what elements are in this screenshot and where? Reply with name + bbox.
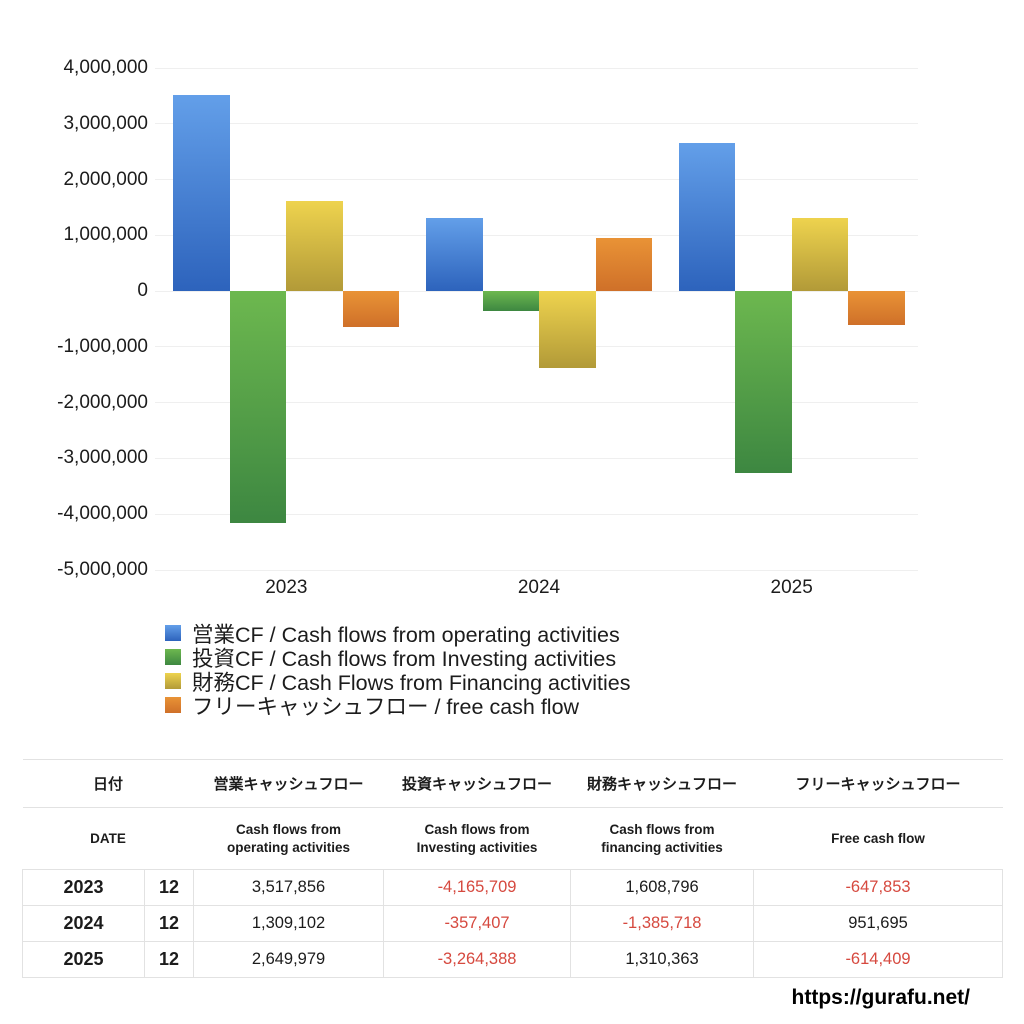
bar-investing-2025 <box>735 291 792 474</box>
legend-label-investing: 投資CF / Cash flows from Investing activit… <box>192 646 617 671</box>
table-row: 2023 12 3,517,856 -4,165,709 1,608,796 -… <box>22 869 1004 906</box>
table-row: 2025 12 2,649,979 -3,264,388 1,310,363 -… <box>22 941 1004 978</box>
gridline <box>155 123 918 125</box>
cell-financing: -1,385,718 <box>570 905 755 942</box>
bar-financing-2023 <box>286 201 343 292</box>
legend-item-free-cash-flow: フリーキャッシュフロー / free cash flow <box>165 693 630 719</box>
financing-color-swatch-icon <box>165 673 181 689</box>
y-axis-tick-label: 1,000,000 <box>63 224 148 246</box>
x-axis-tick-label: 2023 <box>265 577 308 598</box>
cell-fcf: -647,853 <box>753 869 1004 906</box>
cell-month: 12 <box>143 905 195 942</box>
y-axis-tick-label: -4,000,000 <box>57 503 148 525</box>
cell-financing: 1,310,363 <box>570 941 755 978</box>
cashflow-bar-chart: 4,000,000 3,000,000 2,000,000 1,000,000 0 -1,… <box>57 57 918 598</box>
legend-item-financing: 財務CF / Cash Flows from Financing activit… <box>165 669 630 695</box>
header-financing-en: Cash flows from financing activities <box>570 807 754 870</box>
bar-free-cash-flow-2023 <box>342 291 400 328</box>
bar-free-cash-flow-2024 <box>595 238 652 292</box>
cell-fcf: 951,695 <box>753 905 1004 942</box>
bar-investing-2023 <box>229 291 287 524</box>
free-cash-flow-color-swatch-icon <box>165 697 181 713</box>
y-axis-tick-label: 2,000,000 <box>63 168 148 190</box>
cell-operating: 3,517,856 <box>193 869 385 906</box>
cell-operating: 1,309,102 <box>193 905 385 942</box>
x-axis-tick-label: 2024 <box>517 577 561 598</box>
investing-color-swatch-icon <box>165 649 181 665</box>
gridline <box>155 402 918 404</box>
gridline <box>155 346 918 348</box>
header-operating-jp: 営業キャッシュフロー <box>193 759 384 808</box>
legend-label-financing: 財務CF / Cash Flows from Financing activit… <box>192 670 631 695</box>
y-axis-tick-label: 3,000,000 <box>63 112 148 134</box>
plot-area <box>155 67 918 571</box>
header-investing-en: Cash flows from Investing activities <box>383 807 571 870</box>
header-investing-jp: 投資キャッシュフロー <box>383 759 571 808</box>
gridline <box>155 179 918 181</box>
legend-item-operating: 営業CF / Cash flows from operating activit… <box>165 621 630 647</box>
y-axis-tick-label: 0 <box>137 280 148 302</box>
gridline <box>155 569 918 571</box>
bar-operating-2025 <box>678 143 736 292</box>
x-axis-tick-label: 2025 <box>770 577 813 598</box>
header-date-en: DATE <box>22 807 194 870</box>
y-axis-tick-label: -3,000,000 <box>57 447 148 469</box>
legend-label-operating: 営業CF / Cash flows from operating activit… <box>192 622 620 647</box>
cashflow-table: 日付 営業キャッシュフロー 投資キャッシュフロー 財務キャッシュフロー フリーキ… <box>22 759 1004 978</box>
header-fcf-en: Free cash flow <box>753 807 1003 870</box>
bar-free-cash-flow-2025 <box>848 291 905 326</box>
header-date-jp: 日付 <box>22 759 194 808</box>
header-operating-en: Cash flows from operating activities <box>193 807 384 870</box>
gridline <box>155 513 918 515</box>
bar-operating-2024 <box>426 218 483 292</box>
gridline <box>155 457 918 459</box>
gridline <box>155 234 918 236</box>
y-axis-tick-label: -5,000,000 <box>57 559 148 580</box>
header-financing-jp: 財務キャッシュフロー <box>570 759 754 808</box>
y-axis-tick-label: 4,000,000 <box>63 57 148 78</box>
legend-item-investing: 投資CF / Cash flows from Investing activit… <box>165 645 630 671</box>
cell-investing: -3,264,388 <box>383 941 572 978</box>
header-fcf-jp: フリーキャッシュフロー <box>753 759 1003 808</box>
cell-year: 2024 <box>22 905 145 942</box>
bar-operating-2023 <box>173 94 230 292</box>
bar-financing-2025 <box>791 218 849 292</box>
cell-fcf: -614,409 <box>753 941 1004 978</box>
cell-year: 2025 <box>22 941 145 978</box>
table-header-jp: 日付 営業キャッシュフロー 投資キャッシュフロー 財務キャッシュフロー フリーキ… <box>22 759 1003 808</box>
cell-financing: 1,608,796 <box>570 869 755 906</box>
operating-color-swatch-icon <box>165 625 181 641</box>
bar-investing-2024 <box>482 291 539 311</box>
table-header-en: DATE Cash flows from operating activitie… <box>22 807 1003 870</box>
cell-month: 12 <box>143 941 195 978</box>
bar-financing-2024 <box>539 291 596 369</box>
y-axis-tick-label: -1,000,000 <box>57 335 148 357</box>
cell-month: 12 <box>143 869 195 906</box>
y-axis-tick-label: -2,000,000 <box>57 391 148 413</box>
gridline <box>155 67 918 69</box>
cell-operating: 2,649,979 <box>193 941 385 978</box>
cell-investing: -4,165,709 <box>383 869 572 906</box>
legend-label-free-cash-flow: フリーキャッシュフロー / free cash flow <box>192 694 580 719</box>
chart-legend: 営業CF / Cash flows from operating activit… <box>165 621 630 719</box>
cell-investing: -357,407 <box>383 905 572 942</box>
cell-year: 2023 <box>22 869 145 906</box>
site-url: https://gurafu.net/ <box>791 986 970 1009</box>
table-row: 2024 12 1,309,102 -357,407 -1,385,718 95… <box>22 905 1004 942</box>
